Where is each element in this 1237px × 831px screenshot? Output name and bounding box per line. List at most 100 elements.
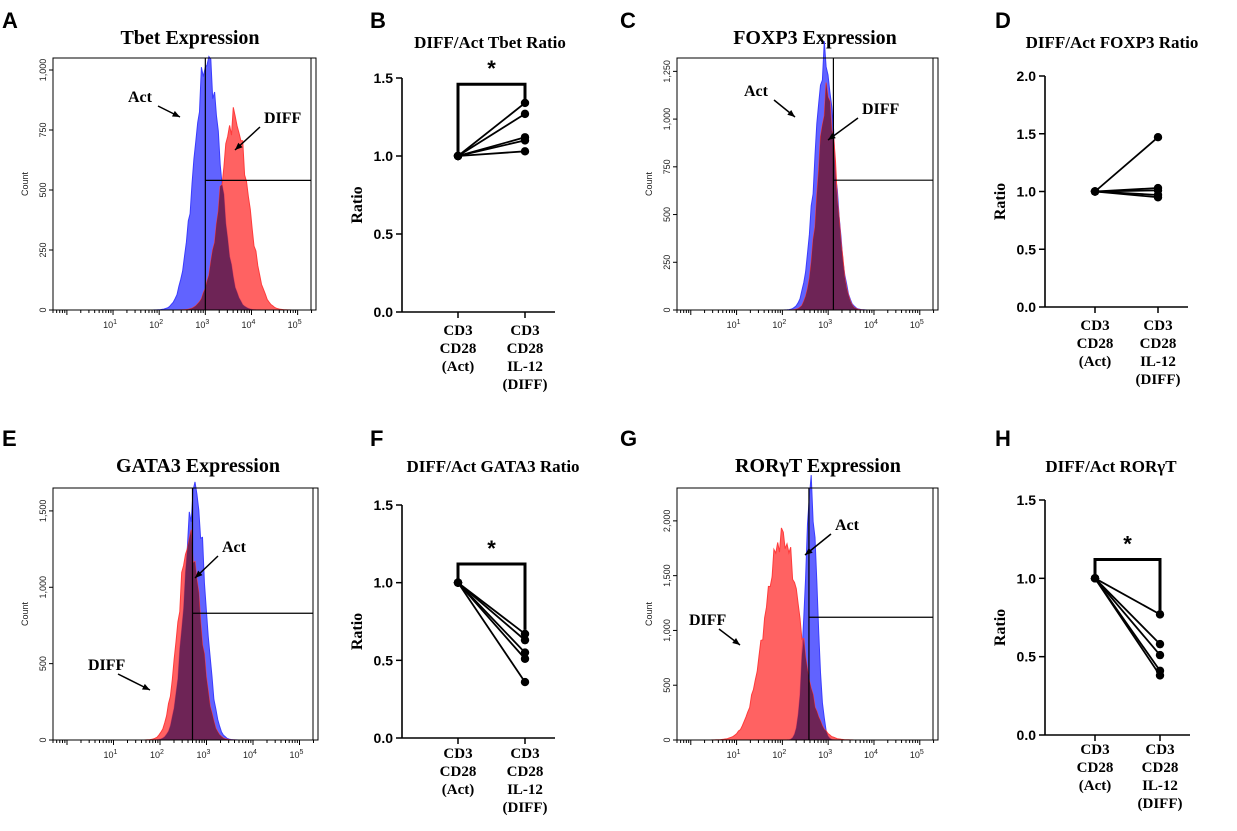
x-tick-exponent: 2 xyxy=(782,749,786,756)
y-tick-label: 1,000 xyxy=(662,108,672,131)
data-point-diff xyxy=(520,648,530,657)
x-tick-label: 103 xyxy=(197,749,211,760)
x-tick-exponent: 1 xyxy=(113,319,117,326)
category-label-line: (Act) xyxy=(442,359,474,375)
y-tick-label: 1.0 xyxy=(1017,184,1037,200)
category-label: CD3 CD28 IL-12 (DIFF) xyxy=(503,746,548,816)
category-label-line: IL-12 xyxy=(507,359,543,375)
data-point-diff xyxy=(1153,193,1163,202)
arrow-head xyxy=(172,110,180,117)
data-point-act xyxy=(453,578,463,587)
panel-label: G xyxy=(620,426,637,451)
y-tick-label: 0.0 xyxy=(374,304,394,320)
data-point-diff xyxy=(1155,671,1165,680)
category-label-line: (DIFF) xyxy=(503,377,548,393)
x-tick-label: 102 xyxy=(772,749,786,760)
annotation-diff: DIFF xyxy=(264,110,302,127)
y-tick-label: 1,000 xyxy=(38,576,48,599)
panel-c: C FOXP3 Expression 0 250 500 750 1,000 1,250 Cou… xyxy=(620,8,939,330)
pair-line xyxy=(457,102,526,157)
y-tick-label: 0.5 xyxy=(1017,241,1037,257)
data-point-diff xyxy=(520,136,530,145)
significance-marker: * xyxy=(487,536,496,561)
y-tick-label: 2.0 xyxy=(1017,68,1037,84)
pair-line xyxy=(457,139,526,157)
y-tick-label: 1.5 xyxy=(374,497,394,513)
panel-label: C xyxy=(620,8,636,33)
pair-line xyxy=(457,582,526,683)
panel-h: H DIFF/Act RORγT 0.0 0.5 1.0 1.5 Ratio * CD3 CD28… xyxy=(992,426,1190,812)
chart-title: DIFF/Act FOXP3 Ratio xyxy=(1026,33,1199,52)
category-label-line: (DIFF) xyxy=(503,800,548,816)
y-tick-label: 250 xyxy=(38,242,48,257)
data-point-act xyxy=(453,151,463,161)
panel-label: D xyxy=(995,8,1011,33)
annotation-diff: DIFF xyxy=(689,612,727,629)
x-tick-exponent: 2 xyxy=(160,749,164,756)
y-tick-label: 1.0 xyxy=(374,148,394,164)
y-tick-label: 500 xyxy=(38,656,48,671)
x-tick-exponent: 3 xyxy=(828,319,832,326)
category-label-line: CD28 xyxy=(440,764,477,780)
x-tick-label: 104 xyxy=(242,319,256,330)
histogram-overlap xyxy=(677,638,938,740)
y-tick-label: 1.0 xyxy=(1017,570,1037,586)
x-tick-label: 105 xyxy=(288,319,302,330)
panel-label: H xyxy=(995,426,1011,451)
y-tick-label: 0 xyxy=(38,737,48,742)
x-tick-exponent: 4 xyxy=(874,749,878,756)
y-axis-label: Count xyxy=(20,172,30,197)
category-label: CD3 CD28 (Act) xyxy=(440,746,477,798)
panel-label: E xyxy=(2,426,17,451)
pair-line xyxy=(1094,136,1159,193)
category-label-line: CD28 xyxy=(1077,336,1114,352)
y-axis-label: Count xyxy=(644,602,654,627)
y-tick-label: 1,000 xyxy=(662,619,672,642)
category-label-line: (DIFF) xyxy=(1138,796,1183,812)
category-label-line: IL-12 xyxy=(1140,354,1176,370)
y-tick-label: 0.0 xyxy=(1017,299,1037,315)
panel-label: A xyxy=(2,8,18,33)
category-label-line: CD28 xyxy=(440,341,477,357)
data-point-diff xyxy=(520,654,530,663)
significance-marker: * xyxy=(1123,532,1132,557)
panel-d: D DIFF/Act FOXP3 Ratio 0.0 0.5 1.0 1.5 2.0 Rati… xyxy=(992,8,1198,388)
pair-line xyxy=(457,150,526,157)
data-point-act xyxy=(1090,187,1100,196)
x-tick-label: 104 xyxy=(864,749,878,760)
arrow-head xyxy=(805,547,813,555)
category-label-line: IL-12 xyxy=(1142,778,1178,794)
y-tick-label: 2,000 xyxy=(662,510,672,533)
annotation-act: Act xyxy=(128,89,153,106)
y-tick-label: 0.0 xyxy=(1017,727,1037,743)
pair-line xyxy=(1094,577,1161,676)
y-tick-label: 1.5 xyxy=(1017,492,1037,508)
y-tick-label: 1,000 xyxy=(38,59,48,82)
significance-bracket xyxy=(456,562,527,630)
plot-frame xyxy=(676,57,939,311)
x-tick-exponent: 5 xyxy=(920,319,924,326)
category-label-line: (Act) xyxy=(1079,354,1111,370)
category-label: CD3 CD28 (Act) xyxy=(1077,318,1114,370)
significance-marker: * xyxy=(487,56,496,81)
annotation-act: Act xyxy=(222,539,247,556)
chart-title: DIFF/Act GATA3 Ratio xyxy=(406,457,579,476)
arrow-head xyxy=(787,109,795,117)
pair-line xyxy=(1094,577,1161,616)
category-label-line: CD28 xyxy=(1142,760,1179,776)
chart-title: DIFF/Act RORγT xyxy=(1045,457,1177,476)
y-axis-label: Count xyxy=(20,602,30,627)
y-tick-label: 0.5 xyxy=(374,226,394,242)
histogram-overlap xyxy=(53,529,318,740)
y-tick-label: 0.5 xyxy=(1017,649,1037,665)
y-axis-label: Ratio xyxy=(992,183,1009,220)
annotation-act: Act xyxy=(835,517,860,534)
x-tick-label: 101 xyxy=(104,749,118,760)
y-tick-label: 0 xyxy=(662,307,672,312)
y-tick-label: 1.5 xyxy=(1017,126,1037,142)
x-tick-exponent: 4 xyxy=(253,749,257,756)
x-tick-exponent: 5 xyxy=(298,319,302,326)
x-tick-exponent: 2 xyxy=(159,319,163,326)
